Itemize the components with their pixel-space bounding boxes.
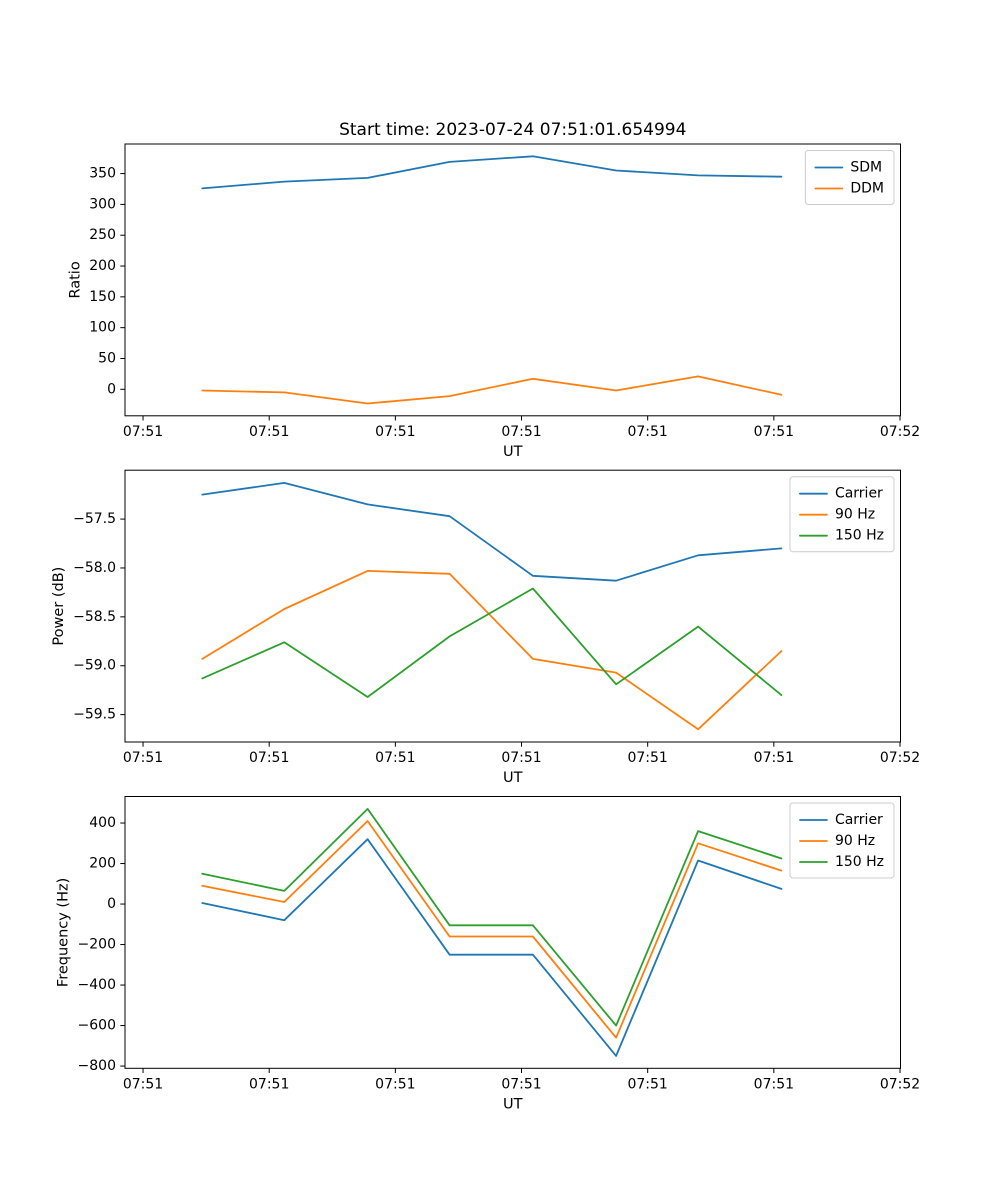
panel-ratio: 07:51 07:51 07:51 07:51 07:51 07:51 07:52 0 50 10… — [67, 143, 920, 460]
x-tick-label: 07:51 — [249, 1076, 289, 1092]
legend-label: Carrier — [835, 486, 883, 502]
x-axis-label: UT — [503, 770, 523, 786]
x-axis-label: UT — [503, 1096, 523, 1112]
x-tick-label: 07:51 — [249, 424, 289, 440]
line-carrier — [201, 838, 783, 1057]
legend: SDM DDM — [804, 150, 895, 205]
y-tick-label: 300 — [89, 196, 116, 212]
y-tick-label: −800 — [78, 1058, 116, 1074]
y-tick-label: 150 — [89, 289, 116, 305]
x-tick-label: 07:51 — [249, 750, 289, 766]
x-tick-label: 07:51 — [754, 424, 794, 440]
y-tick-label: 0 — [107, 896, 116, 912]
y-tick-label: 0 — [107, 381, 116, 397]
y-tick-label: −200 — [78, 937, 116, 953]
y-tick-label: −600 — [78, 1018, 116, 1034]
x-tick-label: 07:51 — [375, 750, 415, 766]
y-tick-label: 200 — [89, 258, 116, 274]
x-tick-label: 07:51 — [754, 750, 794, 766]
y-tick-label: −57.5 — [73, 511, 116, 527]
line-90-hz — [201, 570, 783, 731]
x-tick-label: 07:51 — [501, 750, 541, 766]
legend-label: 150 Hz — [835, 854, 884, 870]
x-axis-label: UT — [503, 444, 523, 460]
x-tick-label: 07:51 — [627, 424, 667, 440]
panels-root: 07:51 07:51 07:51 07:51 07:51 07:51 07:52 0 50 10… — [51, 143, 920, 1112]
legend: Carrier 90 Hz 150 Hz — [789, 802, 895, 879]
y-tick-label: 400 — [89, 815, 116, 831]
y-tick-label: −59.5 — [73, 707, 116, 723]
y-tick-label: −59.0 — [73, 658, 116, 674]
x-tick-label: 07:51 — [123, 1076, 163, 1092]
line-sdm — [201, 155, 783, 190]
line-carrier — [201, 481, 783, 582]
legend-label: 90 Hz — [835, 833, 875, 849]
axes-spines — [124, 796, 901, 1069]
y-tick-label: 350 — [89, 166, 116, 182]
x-tick-label: 07:51 — [501, 424, 541, 440]
line-90-hz — [201, 820, 783, 1039]
y-tick-label: −400 — [78, 977, 116, 993]
legend-label: DDM — [850, 181, 884, 197]
y-tick-label: −58.0 — [73, 560, 116, 576]
legend-label: Carrier — [835, 812, 883, 828]
y-axis-label: Frequency (Hz) — [56, 878, 72, 987]
x-tick-label: 07:51 — [501, 1076, 541, 1092]
x-tick-label: 07:52 — [880, 750, 920, 766]
x-tick-label: 07:51 — [375, 1076, 415, 1092]
line-150-hz — [201, 587, 783, 698]
x-tick-label: 07:51 — [627, 1076, 667, 1092]
legend-box — [804, 150, 895, 205]
line-ddm — [201, 375, 783, 405]
y-tick-label: 100 — [89, 320, 116, 336]
figure-title: Start time: 2023-07-24 07:51:01.654994 — [339, 120, 686, 140]
y-tick-label: 200 — [89, 856, 116, 872]
x-tick-label: 07:52 — [880, 424, 920, 440]
x-tick-label: 07:51 — [754, 1076, 794, 1092]
x-tick-label: 07:51 — [627, 750, 667, 766]
x-tick-label: 07:52 — [880, 1076, 920, 1092]
legend-label: 150 Hz — [835, 528, 884, 544]
axes-spines — [124, 143, 901, 417]
legend-label: 90 Hz — [835, 507, 875, 523]
panel-power: 07:51 07:51 07:51 07:51 07:51 07:51 07:52 −57.5… — [51, 469, 920, 786]
y-tick-label: 50 — [98, 350, 116, 366]
y-tick-label: −58.5 — [73, 609, 116, 625]
legend-box — [789, 476, 895, 553]
y-tick-label: 250 — [89, 227, 116, 243]
y-axis-label: Power (dB) — [51, 567, 67, 646]
line-150-hz — [201, 808, 783, 1027]
x-tick-label: 07:51 — [123, 424, 163, 440]
y-axis-label: Ratio — [67, 261, 83, 298]
x-tick-label: 07:51 — [123, 750, 163, 766]
legend-box — [789, 802, 895, 879]
panel-frequency: 07:51 07:51 07:51 07:51 07:51 07:51 07:52 400 20… — [56, 796, 920, 1112]
axes-spines — [124, 469, 901, 743]
x-tick-label: 07:51 — [375, 424, 415, 440]
legend: Carrier 90 Hz 150 Hz — [789, 476, 895, 553]
legend-label: SDM — [850, 160, 882, 176]
